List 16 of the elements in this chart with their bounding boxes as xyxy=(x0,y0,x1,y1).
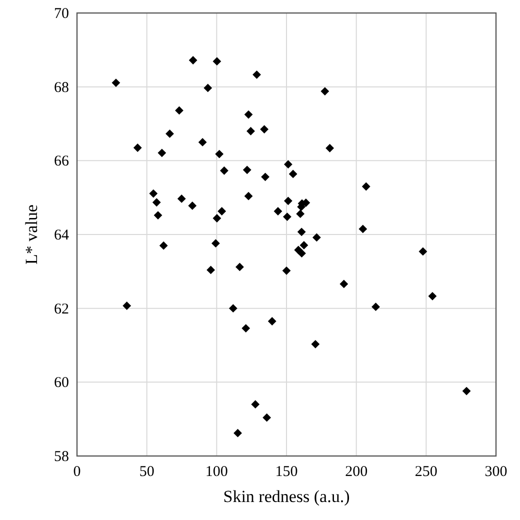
y-tick-label: 68 xyxy=(54,80,69,96)
x-tick-label: 50 xyxy=(139,464,154,480)
x-axis-title: Skin redness (a.u.) xyxy=(223,487,350,506)
x-tick-label: 200 xyxy=(345,464,368,480)
y-tick-label: 60 xyxy=(54,375,69,392)
y-tick-label: 64 xyxy=(54,228,70,244)
y-tick-label: 66 xyxy=(54,154,70,170)
x-tick-label: 0 xyxy=(73,464,81,480)
x-tick-label: 300 xyxy=(484,464,508,480)
y-axis-title: L* value xyxy=(22,204,41,264)
y-tick-label: 70 xyxy=(54,6,69,22)
x-tick-label: 250 xyxy=(414,464,438,480)
x-tick-label: 100 xyxy=(205,464,228,480)
y-tick-label: 58 xyxy=(54,449,69,465)
y-tick-label: 62 xyxy=(54,301,69,318)
x-tick-label: 150 xyxy=(275,464,298,480)
